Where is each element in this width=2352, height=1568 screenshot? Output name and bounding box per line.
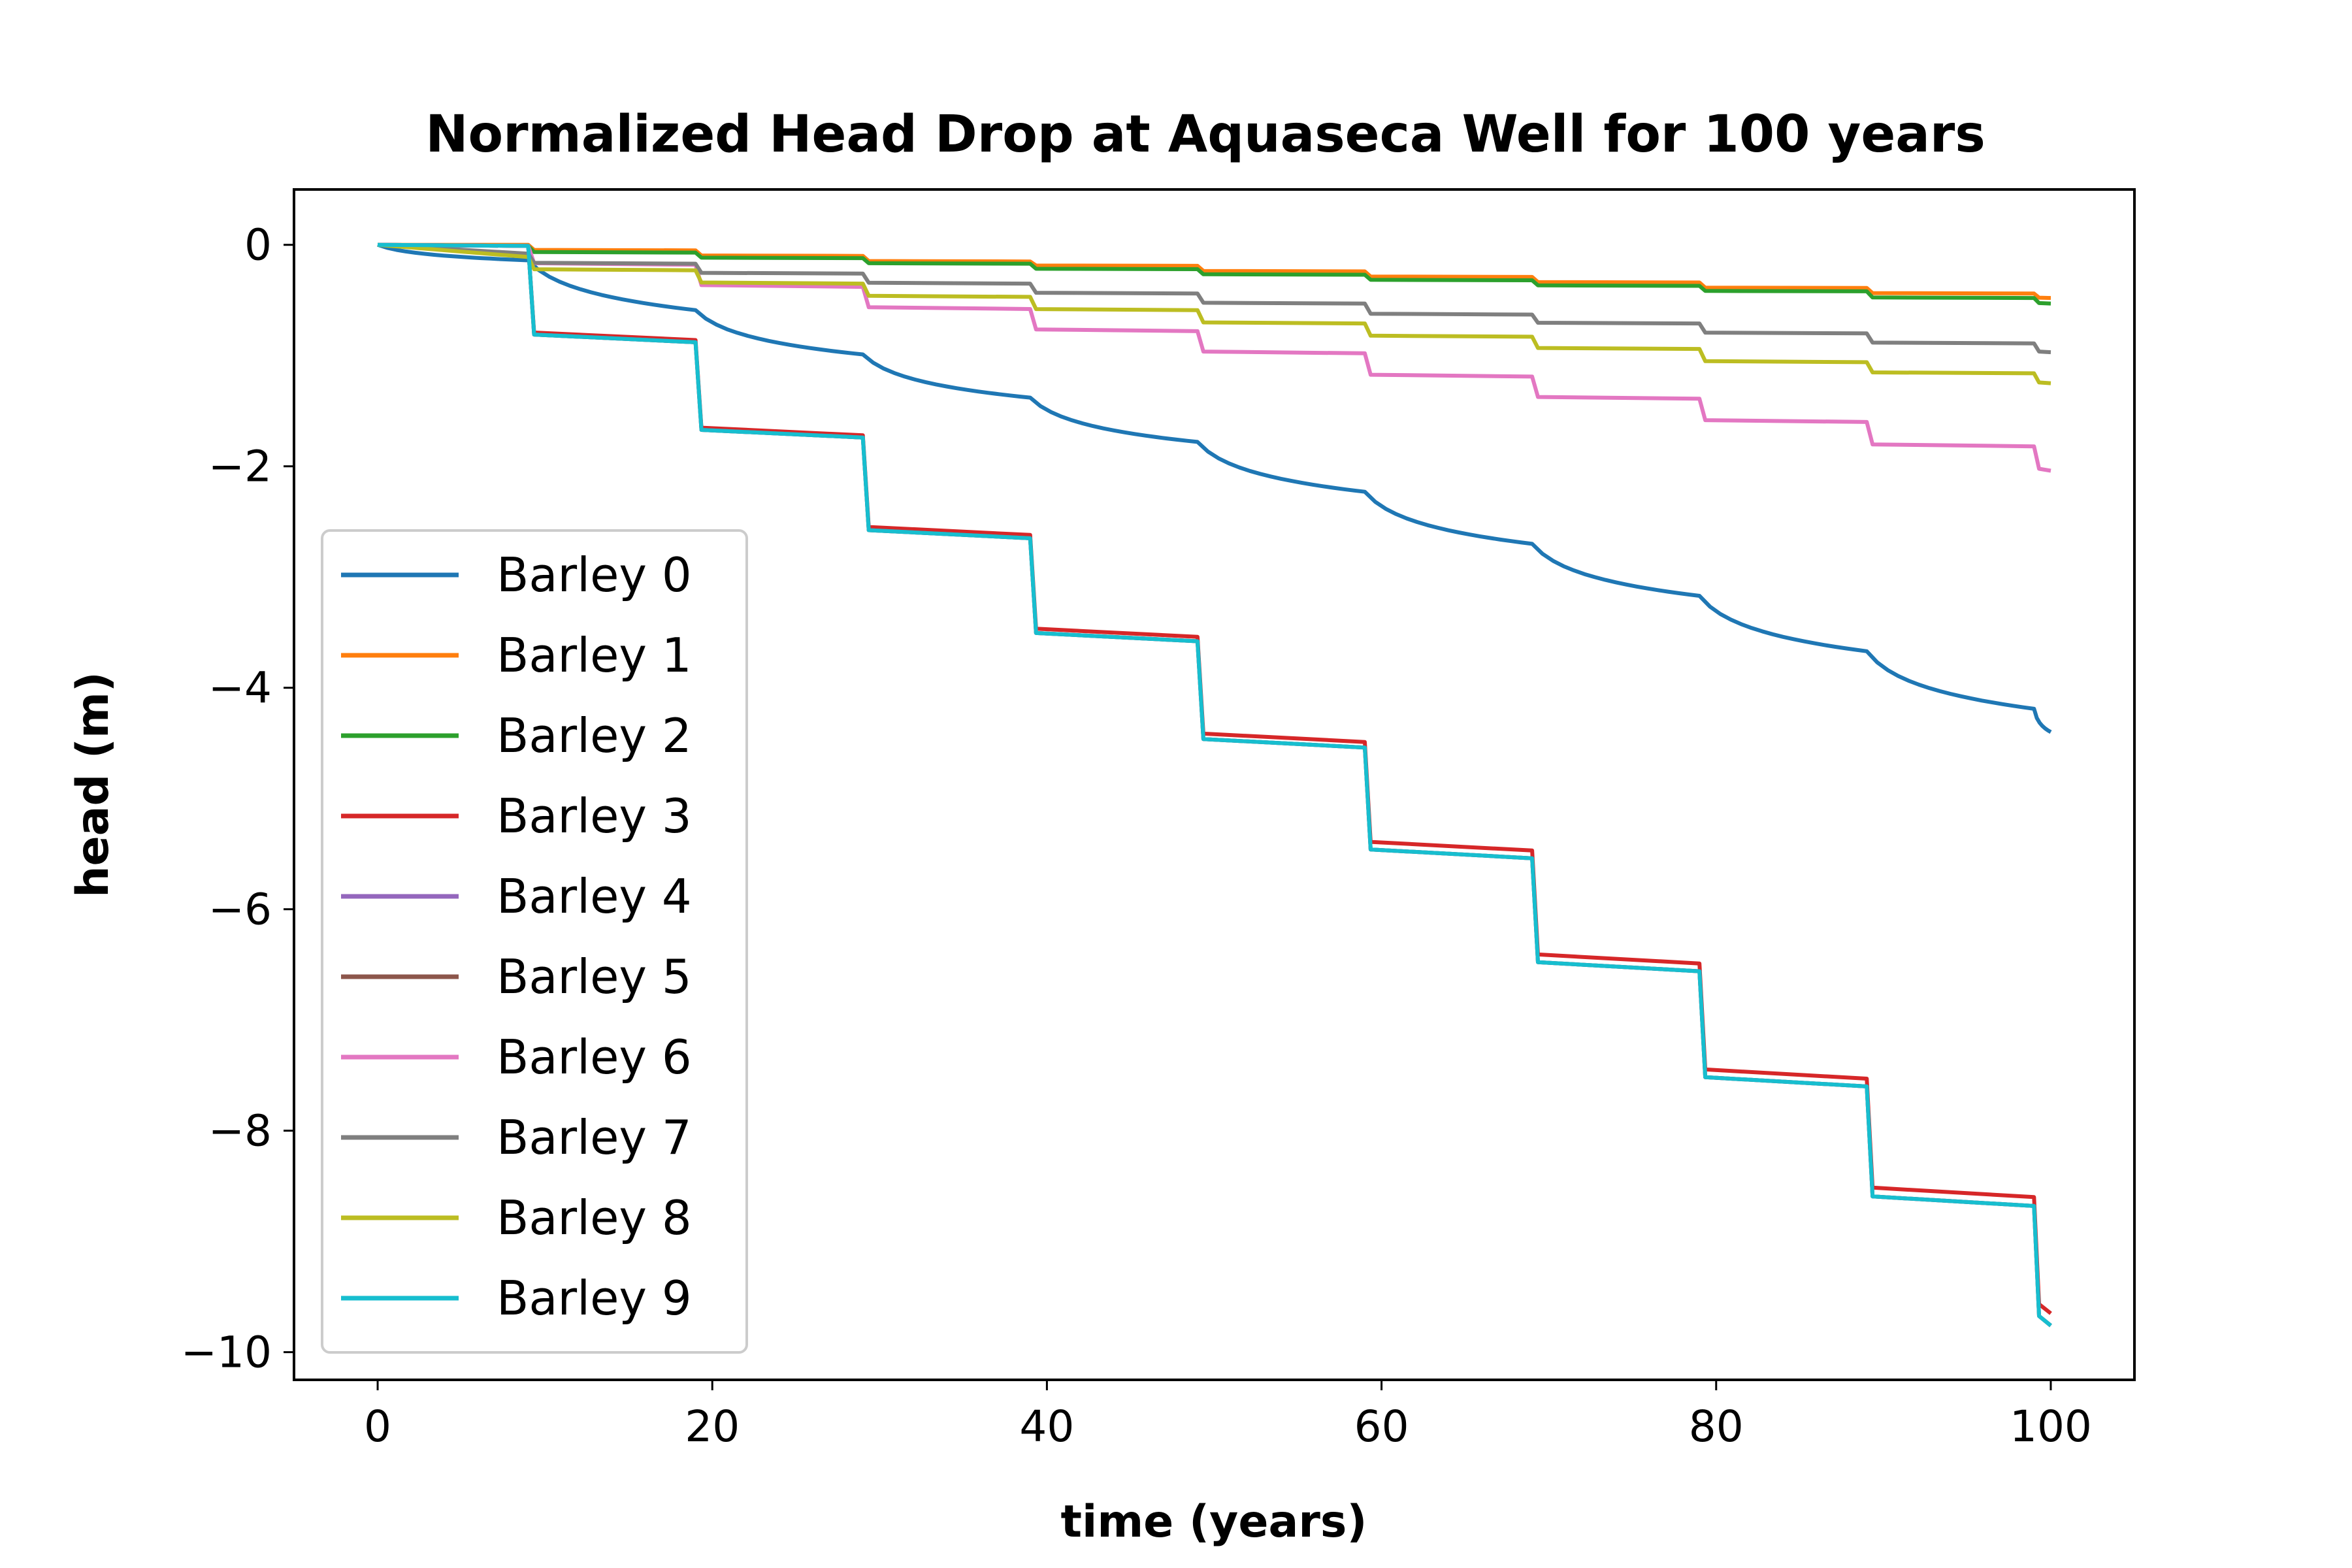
x-tick-label: 100 (2010, 1401, 2092, 1452)
x-tick-label: 80 (1689, 1401, 1744, 1452)
legend-label: Barley 6 (497, 1030, 692, 1085)
series-line-barley-9 (377, 242, 2052, 1328)
legend-label: Barley 1 (497, 628, 692, 683)
legend-label: Barley 3 (497, 789, 692, 843)
y-tick-label: −10 (181, 1328, 272, 1378)
y-tick-label: −2 (208, 442, 272, 492)
legend-label: Barley 8 (497, 1190, 692, 1245)
y-tick-label: −8 (208, 1106, 272, 1156)
x-tick-label: 40 (1019, 1401, 1074, 1452)
series-line-barley-7 (377, 242, 2051, 355)
y-tick-label: −4 (208, 663, 272, 713)
series-layer (377, 242, 2052, 1328)
legend-label: Barley 7 (497, 1110, 692, 1165)
y-tick-label: −6 (208, 885, 272, 935)
y-axis-label: head (m) (67, 672, 119, 898)
x-axis-label: time (years) (1061, 1496, 1367, 1548)
x-tick-label: 0 (364, 1401, 391, 1452)
legend: Barley 0 Barley 1 Barley 2 Barley 3 Barley 4… (321, 529, 748, 1354)
y-tick-label: 0 (244, 220, 272, 270)
x-tick-label: 20 (685, 1401, 740, 1452)
series-line-barley-2 (377, 242, 2051, 306)
legend-label: Barley 0 (497, 547, 692, 602)
legend-label: Barley 5 (497, 949, 692, 1004)
legend-label: Barley 4 (497, 869, 692, 924)
series-line-barley-0 (377, 242, 2052, 734)
plot-frame (293, 188, 2136, 1381)
x-tick-label: 60 (1354, 1401, 1409, 1452)
y-axis-ticks: 0 −2 −4 −6 −8 −10 (181, 220, 294, 1378)
series-line-barley-8 (377, 242, 2051, 385)
chart-title: Normalized Head Drop at Aquaseca Well fo… (425, 105, 1985, 164)
x-axis-ticks: 0 20 40 60 80 100 (364, 1380, 2092, 1452)
legend-label: Barley 9 (497, 1271, 692, 1326)
legend-label: Barley 2 (497, 708, 692, 763)
